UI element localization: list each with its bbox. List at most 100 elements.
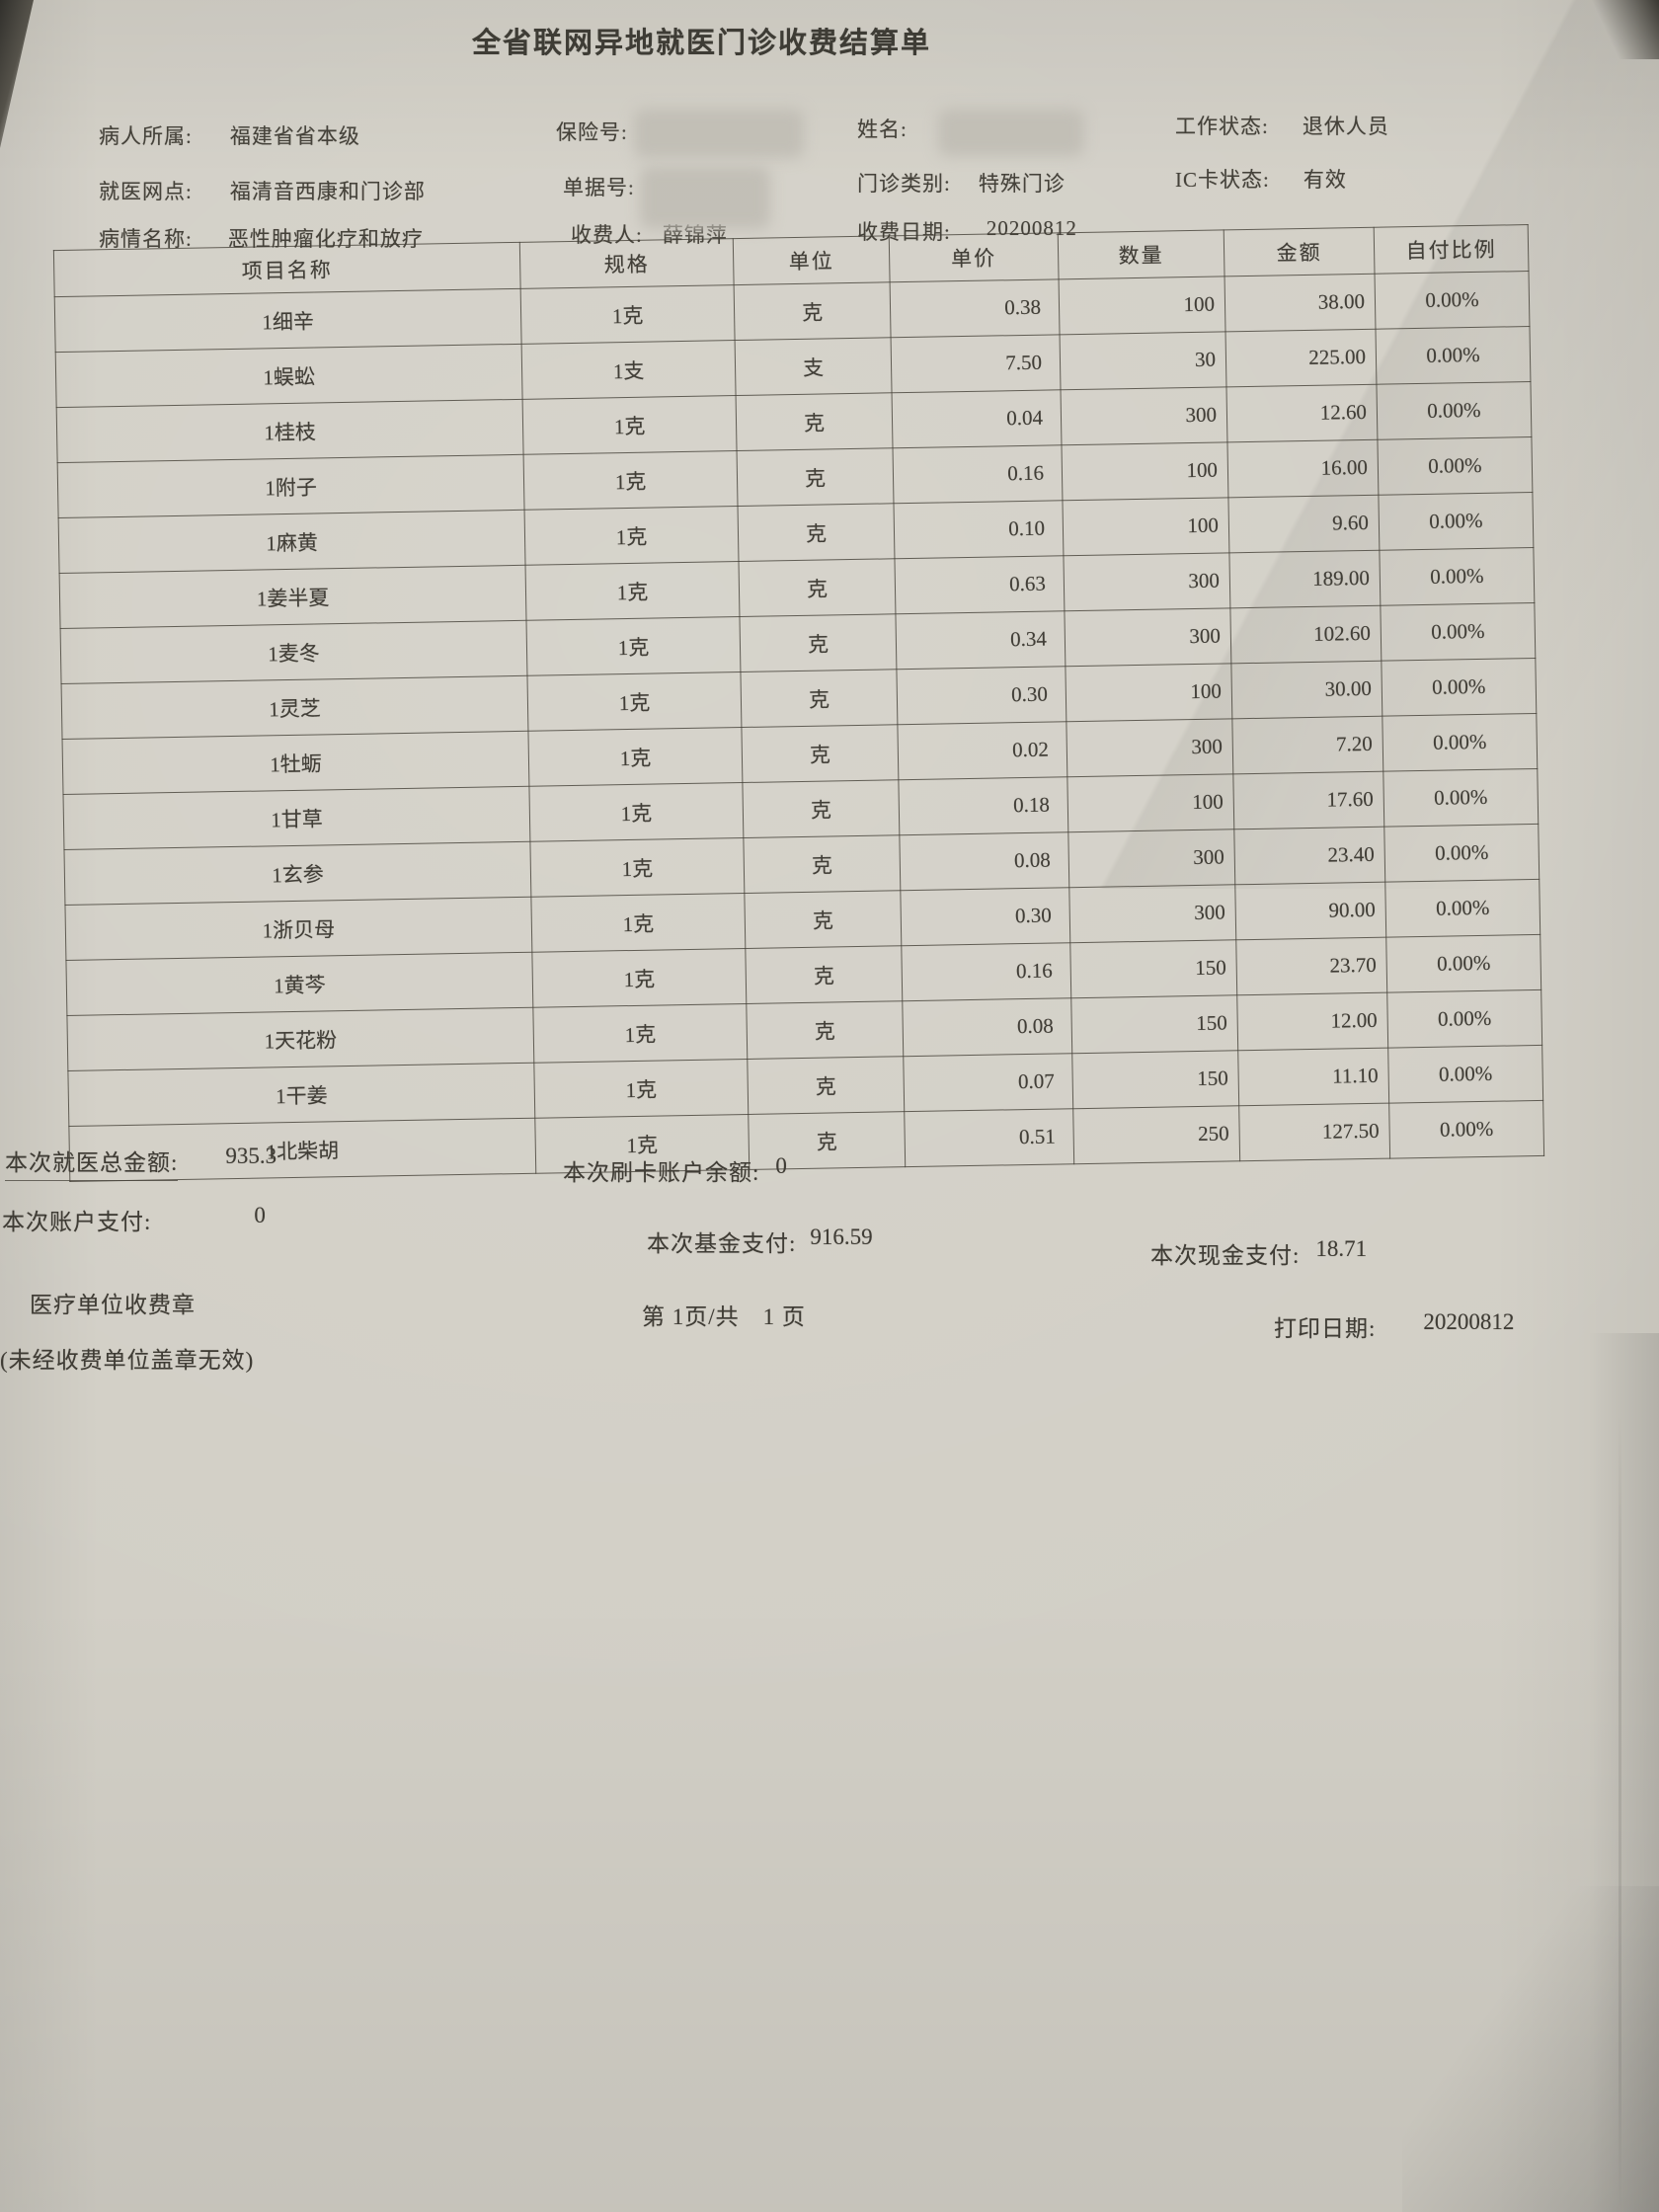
cell-amount: 127.50 xyxy=(1238,1103,1390,1161)
stamp-label: 医疗单位收费章 xyxy=(30,1293,196,1317)
cell-item-name: 1细辛 xyxy=(54,288,522,353)
stamp-area-label: 医疗单位收费章 xyxy=(30,1286,196,1319)
underlying-sheet-edge-shadow xyxy=(1037,0,1659,889)
summary-label: 本次就医总金额: xyxy=(5,1144,179,1181)
cell-unit: 克 xyxy=(744,890,902,949)
cell-spec: 1克 xyxy=(526,672,742,732)
redaction-receipt-number xyxy=(640,166,770,229)
field-label: 就医网点: xyxy=(99,180,193,203)
col-header-spec: 规格 xyxy=(519,238,735,289)
col-header-self-pay-ratio: 自付比例 xyxy=(1374,224,1529,275)
cell-spec: 1克 xyxy=(522,395,738,455)
cell-spec: 1克 xyxy=(520,284,736,345)
cell-self-pay-ratio: 0.00% xyxy=(1377,436,1533,496)
cell-unit-price: 0.04 xyxy=(892,389,1062,448)
cell-self-pay-ratio: 0.00% xyxy=(1387,1045,1543,1104)
cell-item-name: 1姜半夏 xyxy=(59,565,526,629)
field-name: 姓名: xyxy=(857,114,937,143)
items-table-wrap: 项目名称 规格 单位 单价 数量 金额 自付比例 1细辛 1克 xyxy=(52,224,1545,1182)
summary-cash-pay: 本次现金支付: 18.71 xyxy=(1150,1236,1367,1270)
field-outpatient-type: 门诊类别: 特殊门诊 xyxy=(857,168,1066,198)
field-label: 门诊类别: xyxy=(857,172,951,196)
cell-self-pay-ratio: 0.00% xyxy=(1386,989,1542,1049)
cell-unit-price: 0.16 xyxy=(893,444,1063,504)
cell-unit-price: 0.63 xyxy=(894,555,1065,614)
cell-amount: 11.10 xyxy=(1237,1048,1389,1106)
cell-spec: 1克 xyxy=(533,1059,749,1119)
edge-shadow-right xyxy=(1570,1333,1659,2212)
cell-unit-price: 7.50 xyxy=(891,334,1062,393)
cell-quantity: 300 xyxy=(1066,718,1233,777)
cell-item-name: 1麦冬 xyxy=(60,620,527,684)
redaction-patient-name xyxy=(938,109,1084,156)
cell-spec: 1克 xyxy=(525,561,740,621)
field-disease-name: 病情名称: 恶性肿瘤化疗和放疗 xyxy=(99,223,424,253)
cell-item-name: 1天花粉 xyxy=(66,1007,534,1071)
cell-amount: 102.60 xyxy=(1229,605,1382,664)
cell-quantity: 30 xyxy=(1060,331,1226,390)
field-insurance-number: 保险号: xyxy=(556,117,658,146)
cell-amount: 23.40 xyxy=(1233,827,1385,885)
redaction-insurance-number xyxy=(634,109,804,158)
cell-item-name: 1麻黄 xyxy=(58,510,526,574)
cell-spec: 1克 xyxy=(523,450,739,511)
items-table: 项目名称 规格 单位 单价 数量 金额 自付比例 1细辛 1克 xyxy=(52,224,1545,1182)
cell-item-name: 1灵芝 xyxy=(61,675,528,740)
cell-unit: 克 xyxy=(743,834,901,894)
field-work-status: 工作状态: 退休人员 xyxy=(1175,111,1389,140)
cell-amount: 30.00 xyxy=(1230,661,1382,719)
paper-crease xyxy=(1619,1412,1621,2212)
cell-item-name: 1甘草 xyxy=(63,786,530,850)
cell-amount: 12.00 xyxy=(1236,992,1388,1051)
cell-unit-price: 0.18 xyxy=(898,776,1068,835)
field-patient-affiliation: 病人所属: 福建省省本级 xyxy=(99,120,360,150)
cell-quantity: 300 xyxy=(1063,552,1230,611)
cell-item-name: 1附子 xyxy=(57,454,525,518)
cell-unit-price: 0.02 xyxy=(897,721,1067,780)
cell-unit: 克 xyxy=(734,281,892,341)
corner-shadow-bottom-right xyxy=(1402,1886,1659,2212)
cell-unit-price: 0.30 xyxy=(896,666,1066,725)
cell-self-pay-ratio: 0.00% xyxy=(1378,492,1534,551)
cell-self-pay-ratio: 0.00% xyxy=(1375,271,1530,330)
cell-quantity: 150 xyxy=(1069,939,1237,998)
summary-total-amount: 本次就医总金额: 935.3 xyxy=(5,1144,276,1181)
print-date-label: 打印日期: xyxy=(1274,1316,1377,1341)
cell-spec: 1克 xyxy=(532,1003,748,1064)
stamp-note: (未经收费单位盖章无效) xyxy=(0,1341,254,1375)
cell-spec: 1支 xyxy=(521,340,737,400)
cell-quantity: 300 xyxy=(1064,607,1231,667)
summary-label: 本次现金支付: xyxy=(1150,1243,1301,1268)
cell-unit: 克 xyxy=(742,779,900,838)
cell-unit: 克 xyxy=(738,558,896,617)
cell-unit-price: 0.10 xyxy=(893,500,1064,559)
cell-self-pay-ratio: 0.00% xyxy=(1375,326,1531,385)
cell-unit-price: 0.30 xyxy=(900,887,1070,946)
cell-amount: 7.20 xyxy=(1231,716,1383,774)
cell-unit: 克 xyxy=(737,447,894,507)
cell-unit: 克 xyxy=(745,945,903,1004)
cell-amount: 90.00 xyxy=(1234,882,1386,940)
summary-value: 18.71 xyxy=(1315,1236,1368,1261)
cell-self-pay-ratio: 0.00% xyxy=(1383,824,1540,883)
summary-fund-pay: 本次基金支付: 916.59 xyxy=(647,1224,873,1258)
cell-amount: 9.60 xyxy=(1227,495,1380,553)
cell-self-pay-ratio: 0.00% xyxy=(1385,934,1541,993)
cell-item-name: 1蜈蚣 xyxy=(55,344,523,408)
cell-amount: 23.70 xyxy=(1235,937,1387,995)
cell-spec: 1克 xyxy=(528,782,744,842)
cell-self-pay-ratio: 0.00% xyxy=(1384,879,1540,938)
cell-amount: 16.00 xyxy=(1226,439,1379,498)
cell-self-pay-ratio: 0.00% xyxy=(1382,713,1538,772)
cell-unit: 支 xyxy=(735,337,893,396)
page-info: 第 1页/共 1 页 xyxy=(642,1298,806,1331)
cell-self-pay-ratio: 0.00% xyxy=(1382,768,1539,828)
cell-quantity: 300 xyxy=(1061,386,1227,445)
summary-label: 本次账户支付: xyxy=(2,1210,152,1234)
cell-unit-price: 0.16 xyxy=(901,942,1071,1001)
field-ic-card-status: IC卡状态: 有效 xyxy=(1175,164,1347,194)
cell-unit: 克 xyxy=(736,392,894,451)
col-header-amount: 金额 xyxy=(1224,227,1376,276)
cell-spec: 1克 xyxy=(529,837,745,898)
